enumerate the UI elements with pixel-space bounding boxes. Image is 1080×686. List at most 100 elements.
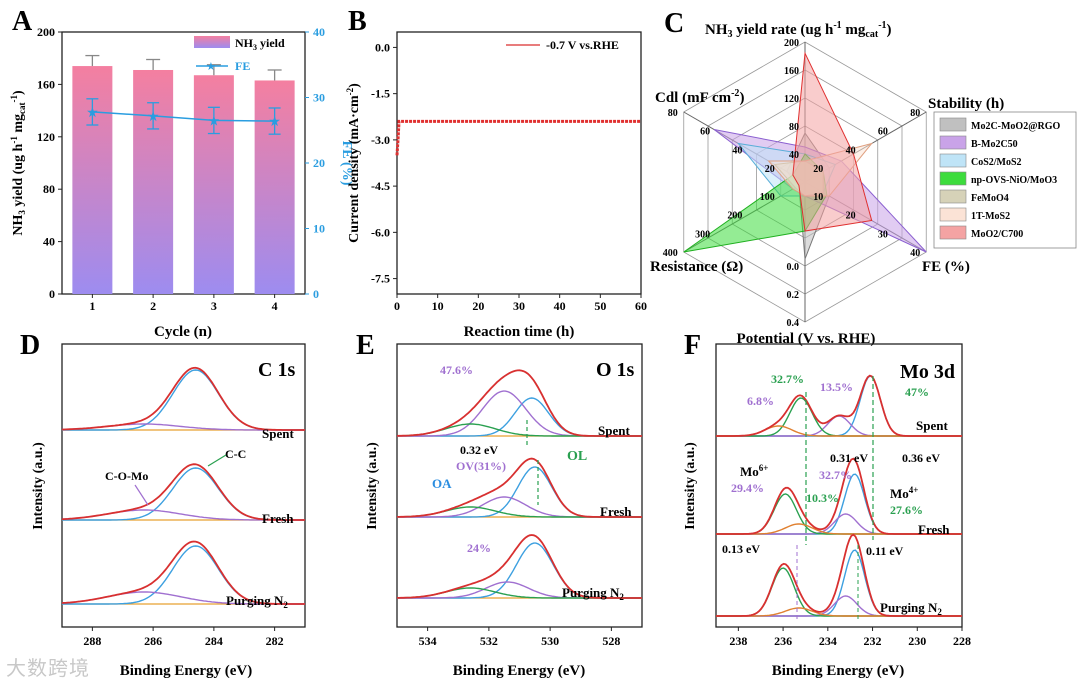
panel-a-y-tick: 40 xyxy=(43,235,55,249)
panel-c-radar: 200 160 120 80 40 80 60 40 20 40 30 20 10 0.4 0.2 0.0 40… xyxy=(650,20,1077,347)
panel-f-annot-135: 13.5% xyxy=(820,380,853,394)
panel-c-axis-tick: 60 xyxy=(700,127,710,138)
panel-b-y-tick: -4.5 xyxy=(371,179,390,193)
panel-b-x-tick: 20 xyxy=(472,299,484,313)
panel-b-y-title: Current density (mA·cm-2) xyxy=(345,83,362,243)
panel-c-axis-tick: 30 xyxy=(878,229,888,240)
xps-envelope-line xyxy=(62,366,305,431)
xps-x-tick: 534 xyxy=(419,634,437,648)
xps-x-tick: 532 xyxy=(480,634,498,648)
panel-f-annot-013: 0.13 eV xyxy=(722,542,760,556)
panel-b-x-tick: 0 xyxy=(394,299,400,313)
panel-c-axis-tick: 80 xyxy=(789,122,799,133)
panel-c-axis-tick: 80 xyxy=(910,108,920,119)
xps-x-tick: 284 xyxy=(205,634,223,648)
panel-c-axis-tick: 0.0 xyxy=(787,262,800,273)
panel-a-y2-tick: 0 xyxy=(313,287,319,301)
panel-f-y-title: Intensity (a.u.) xyxy=(683,442,698,530)
panel-c-legend-label: CoS2/MoS2 xyxy=(971,157,1022,168)
panel-label-f: F xyxy=(684,330,701,361)
panel-f-title: Mo 3d xyxy=(900,361,955,383)
panel-a-legend-yield-swatch xyxy=(194,36,230,48)
panel-c-legend-label: 1T-MoS2 xyxy=(971,211,1010,222)
panel-a-x-tick: 2 xyxy=(150,299,156,313)
panel-d-annot-cc-arrow xyxy=(207,454,227,467)
panel-c-legend-swatch xyxy=(939,225,967,240)
panel-c-fe-label: FE (%) xyxy=(922,259,970,275)
panel-a-y-tick: 160 xyxy=(37,77,55,91)
xps-x-tick: 236 xyxy=(774,634,792,648)
panel-label-b: B xyxy=(348,6,367,37)
panel-a-x-tick: 4 xyxy=(272,299,278,313)
panel-e-frame xyxy=(396,343,643,628)
panel-e-annot-ol: OL xyxy=(567,449,587,464)
panel-a-fe-point: ★ xyxy=(268,115,281,130)
xps-x-tick: 288 xyxy=(83,634,101,648)
xps-x-tick: 232 xyxy=(864,634,882,648)
panel-a-chart: ★ ★ ★ ★ 0 40 80 120 160 200 0 10 20 30 40 1 2 3 4 NH3 y… xyxy=(9,25,354,340)
xps-x-tick: 528 xyxy=(602,634,620,648)
panel-c-axis-tick: 160 xyxy=(784,66,799,77)
panel-label-d: D xyxy=(20,330,40,361)
panel-a-y-tick: 200 xyxy=(37,25,55,39)
panel-a-y-tick: 120 xyxy=(37,130,55,144)
panel-c-axis-tick: 120 xyxy=(784,94,799,105)
panel-e-y-title: Intensity (a.u.) xyxy=(365,442,380,530)
panel-c-axis-tick: 40 xyxy=(789,150,799,161)
panel-b-x-tick: 60 xyxy=(635,299,647,313)
panel-b-x-tick: 50 xyxy=(594,299,606,313)
panel-c-resistance-label: Resistance (Ω) xyxy=(650,259,743,275)
xps-x-tick: 234 xyxy=(819,634,837,648)
panel-e-label-fresh: Fresh xyxy=(600,504,632,519)
panel-f-annot-276: 27.6% xyxy=(890,503,923,517)
xps-envelope-line xyxy=(716,374,962,437)
panel-e-annot-ov: OV(31%) xyxy=(456,459,506,473)
panel-c-axis-tick: 80 xyxy=(668,108,678,119)
panel-f-annot-327a: 32.7% xyxy=(771,372,804,386)
panel-c-series-polygon xyxy=(792,51,873,232)
panel-d-title: C 1s xyxy=(258,359,295,381)
panel-d-annot-coc: C-O-Mo xyxy=(105,469,148,483)
panel-d-x-title: Binding Energy (eV) xyxy=(120,663,253,679)
panel-b-y-tick: -3.0 xyxy=(371,133,390,147)
panel-d-label-purging: Purging N2 xyxy=(226,593,288,610)
panel-c-legend-label: MoO2/C700 xyxy=(971,229,1023,240)
panel-f-annot-294: 29.4% xyxy=(731,481,764,495)
panel-c-legend-label: Mo2C-MoO2@RGO xyxy=(971,121,1061,132)
panel-b-y-tick: -7.5 xyxy=(371,272,390,286)
watermark: 大数跨境 xyxy=(6,656,90,680)
panel-a-fe-point: ★ xyxy=(208,114,221,129)
panel-label-a: A xyxy=(12,6,33,37)
xps-envelope-line xyxy=(397,457,642,518)
panel-f-annot-011: 0.11 eV xyxy=(866,544,904,558)
panel-b-y-tick: -1.5 xyxy=(371,87,390,101)
panel-e-label-purging: Purging N2 xyxy=(562,585,624,602)
panel-f-frame xyxy=(715,343,963,628)
panel-e-x-title: Binding Energy (eV) xyxy=(453,663,586,679)
panel-a-y2-tick: 20 xyxy=(313,156,325,170)
panel-d-label-fresh: Fresh xyxy=(262,511,294,526)
panel-c-axis-tick: 60 xyxy=(878,127,888,138)
panel-b-x-tick: 30 xyxy=(513,299,525,313)
panel-e-annot-oa: OA xyxy=(432,476,452,491)
xps-x-tick: 282 xyxy=(266,634,284,648)
panel-b-y-tick: -6.0 xyxy=(371,225,390,239)
panel-c-legend-swatch xyxy=(939,189,967,204)
panel-b-x-tick: 10 xyxy=(432,299,444,313)
panel-a-legend-yield-label: NH3 yield xyxy=(235,36,285,52)
panel-f-label-fresh: Fresh xyxy=(918,522,950,537)
panel-c-axis-tick: 40 xyxy=(732,145,742,156)
panel-a-y2-tick: 10 xyxy=(313,222,325,236)
panel-d-annot-coc-arrow xyxy=(134,484,149,506)
panel-b-frame xyxy=(396,31,642,295)
panel-c-axis-tick: 40 xyxy=(910,248,920,259)
panel-d-label-spent: Spent xyxy=(262,426,294,441)
xps-envelope-line xyxy=(396,369,642,437)
panel-a-x-tick: 1 xyxy=(89,299,95,313)
panel-d-chart: 288 286 284 282 C 1s Spent Fresh Purging N2… xyxy=(31,343,306,679)
panel-c-axis-tick: 10 xyxy=(813,192,823,203)
panel-c-axis-tick: 0.2 xyxy=(787,290,800,301)
panel-c-stability-label: Stability (h) xyxy=(928,96,1004,112)
panel-f-x-title: Binding Energy (eV) xyxy=(772,663,905,679)
panel-a-y-title: NH3 yield (ug h-1 mgcat-1) xyxy=(9,90,27,236)
